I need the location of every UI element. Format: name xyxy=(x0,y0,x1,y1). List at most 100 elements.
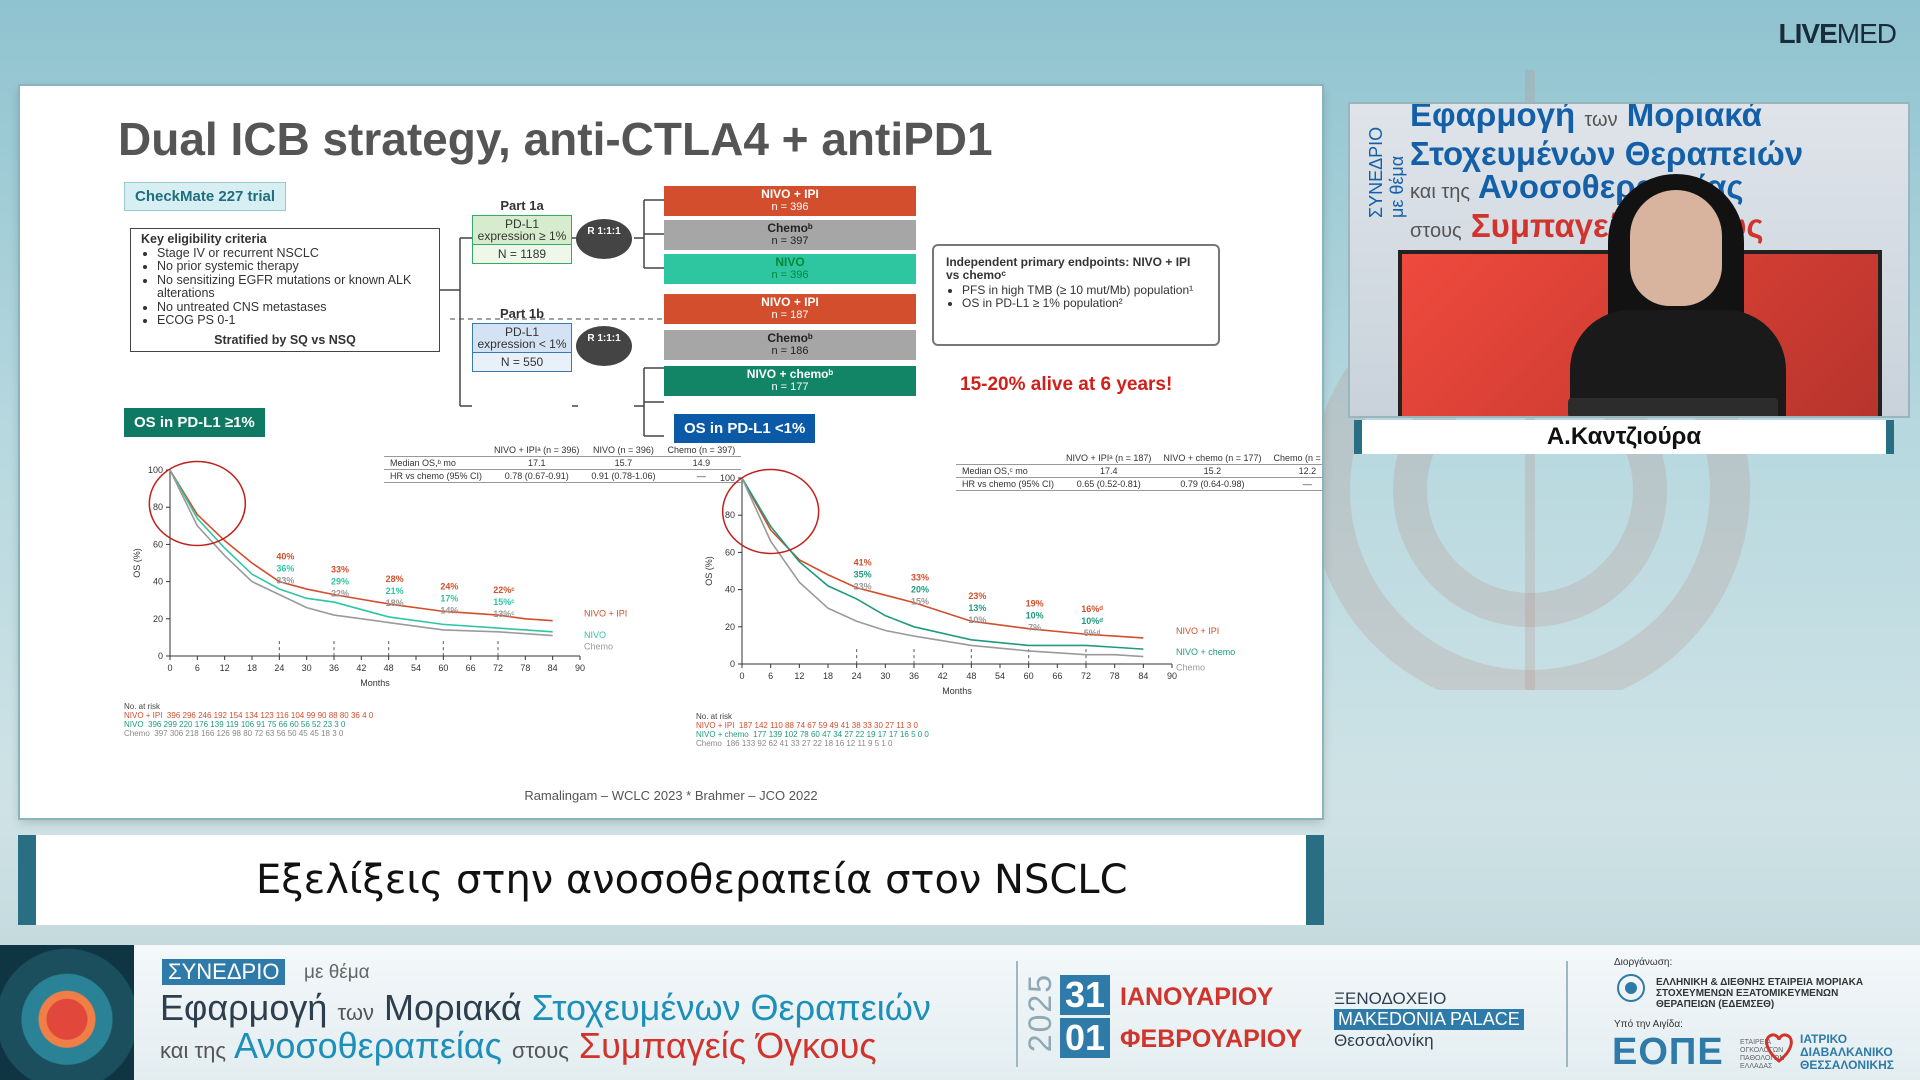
landmark-label: 7% xyxy=(1028,623,1041,633)
table-cell: 0.91 (0.78-1.06) xyxy=(585,469,662,483)
y-tick-label: 40 xyxy=(153,577,163,587)
presentation-slide: Dual ICB strategy, anti-CTLA4 + antiPD1 … xyxy=(20,86,1322,818)
table-cell: 17.4 xyxy=(1060,464,1158,478)
x-tick-label: 12 xyxy=(220,663,230,673)
citation: Ramalingam – WCLC 2023 * Brahmer – JCO 2… xyxy=(524,788,818,803)
x-axis-label: Months xyxy=(360,678,390,688)
risk-row: NIVO + IPI 187 142 110 88 74 67 59 49 41… xyxy=(696,721,918,730)
table-header xyxy=(384,444,489,457)
x-tick-label: 36 xyxy=(329,663,339,673)
x-tick-label: 84 xyxy=(548,663,558,673)
x-tick-label: 90 xyxy=(1167,671,1177,681)
speaker-side-text: ΣΥΝΕΔΡΙΟ με θέμα xyxy=(1366,126,1407,218)
x-tick-label: 30 xyxy=(302,663,312,673)
x-tick-label: 66 xyxy=(1052,671,1062,681)
criteria-item: No sensitizing EGFR mutations or known A… xyxy=(157,273,429,301)
laptop xyxy=(1568,398,1778,416)
series-end-label: NIVO xyxy=(584,630,606,640)
footer-year: 2025 xyxy=(1022,973,1058,1053)
x-tick-label: 90 xyxy=(575,663,585,673)
series-line-chemo xyxy=(741,477,1144,658)
x-tick-label: 42 xyxy=(938,671,948,681)
part-1b-n: N = 550 xyxy=(472,353,572,372)
table-header: NIVO + IPIᵃ (n = 187) xyxy=(1060,452,1158,465)
series-end-label: Chemo xyxy=(584,642,613,652)
criteria-item: No untreated CNS metastases xyxy=(157,300,429,315)
landmark-label: 13% xyxy=(968,603,986,613)
table-cell: 0.65 (0.52-0.81) xyxy=(1060,477,1158,491)
eope-subtitle: ΕΤΑΙΡΕΙΑ ΟΓΚΟΛΟΓΩΝ ΠΑΘΟΛΟΓΩΝ ΕΛΛΑΔΑΣ xyxy=(1740,1039,1785,1070)
footer-syn: ΣΥΝΕΔΡΙΟ xyxy=(162,959,286,985)
footer-hotel-name: MAKEDONIA PALACE xyxy=(1334,1009,1524,1030)
x-tick-label: 60 xyxy=(438,663,448,673)
part-1a-n: N = 1189 xyxy=(472,245,572,264)
table-cell: 17.1 xyxy=(488,456,586,470)
landmark-label: 13%ᶜ xyxy=(493,609,515,619)
org-name: ΕΛΛΗΝΙΚΗ & ΔΙΕΘΝΗΣ ΕΤΑΙΡΕΙΑ ΜΟΡΙΑΚΑ ΣΤΟΧ… xyxy=(1656,977,1864,1010)
os-left-tag: OS in PD-L1 ≥1% xyxy=(124,408,265,437)
table-cell: — xyxy=(661,469,742,483)
table-header: Chemo (n = 186) xyxy=(1267,452,1322,465)
livemed-logo: LIVEMED xyxy=(1778,18,1897,49)
footer-divider xyxy=(1016,961,1018,1067)
risk-row: Chemo 397 306 218 166 126 98 80 72 63 56… xyxy=(124,729,344,738)
series-line-nivo-chemo xyxy=(741,477,1144,650)
part-1a-expression: PD-L1 expression ≥ 1% xyxy=(472,215,572,245)
footer-month1: ΙΑΝΟΥΑΡΙΟΥ xyxy=(1120,983,1274,1011)
x-tick-label: 66 xyxy=(466,663,476,673)
part-1a-label: Part 1a xyxy=(500,198,544,213)
x-tick-label: 72 xyxy=(1081,671,1091,681)
x-tick-label: 78 xyxy=(520,663,530,673)
x-tick-label: 60 xyxy=(1024,671,1034,681)
speaker-face xyxy=(1630,190,1722,306)
org-emblem-icon xyxy=(1617,974,1645,1002)
series-end-label: NIVO + IPI xyxy=(584,609,627,619)
table-cell: 15.7 xyxy=(585,456,662,470)
footer-day2: 01 xyxy=(1060,1018,1110,1058)
x-tick-label: 42 xyxy=(356,663,366,673)
x-tick-label: 12 xyxy=(794,671,804,681)
eligibility-criteria-box: Key eligibility criteria Stage IV or rec… xyxy=(130,228,440,352)
landmark-label: 28% xyxy=(386,574,404,584)
x-tick-label: 18 xyxy=(823,671,833,681)
footer-month2: ΦΕΒΡΟΥΑΡΙΟΥ xyxy=(1120,1025,1303,1053)
x-tick-label: 48 xyxy=(384,663,394,673)
y-tick-label: 0 xyxy=(158,651,163,661)
footer-day1: 31 xyxy=(1060,975,1110,1015)
criteria-item: No prior systemic therapy xyxy=(157,259,429,274)
arm-1b-nivo-chemo: NIVO + chemoᵇ n = 177 xyxy=(664,366,916,396)
right-summary-table: NIVO + IPIᵃ (n = 187) NIVO + chemo (n = … xyxy=(956,452,1322,491)
footer-banner: ΣΥΝΕΔΡΙΟ με θέμα Εφαρμογή των Μοριακά Στ… xyxy=(0,945,1920,1080)
x-tick-label: 24 xyxy=(274,663,284,673)
series-line-chemo xyxy=(169,469,553,637)
randomization-1b: R 1:1:1 xyxy=(576,326,632,366)
speaker-name-plate: Α.Καντζιούρα xyxy=(1354,420,1894,454)
table-cell: Median OS,ᵇ mo xyxy=(384,456,489,470)
landmark-label: 10% xyxy=(968,615,986,625)
endpoint-item: PFS in high TMB (≥ 10 mut/Mb) population… xyxy=(962,284,1206,297)
landmark-label: 19% xyxy=(1026,599,1044,609)
x-tick-label: 6 xyxy=(195,663,200,673)
criteria-item: Stage IV or recurrent NSCLC xyxy=(157,246,429,261)
series-line-nivo xyxy=(169,469,553,633)
x-axis-label: Months xyxy=(942,686,972,696)
os-km-chart-right: 0 20 40 60 80 100 0 6 12 18 24 30 36 42 48 54 60 66 72 78 84… xyxy=(704,468,1235,696)
arm-1a-nivo: NIVO n = 396 xyxy=(664,254,916,284)
arm-1b-nivo-ipi: NIVO + IPI n = 187 xyxy=(664,294,916,324)
y-tick-label: 80 xyxy=(725,510,735,520)
table-header: NIVO + chemo (n = 177) xyxy=(1157,452,1268,465)
right-risk-table: No. at risk NIVO + IPI 187 142 110 88 74… xyxy=(696,712,929,748)
highlight-circle xyxy=(148,460,247,547)
landmark-label: 36% xyxy=(276,564,294,574)
x-tick-label: 48 xyxy=(966,671,976,681)
arm-1a-chemo: Chemoᵇ n = 397 xyxy=(664,220,916,250)
x-tick-label: 18 xyxy=(247,663,257,673)
eope-logo: ΕΟΠΕ xyxy=(1612,1031,1724,1073)
series-end-label: NIVO + chemo xyxy=(1176,647,1235,657)
risk-row: Chemo 186 133 92 62 41 33 27 22 18 16 12… xyxy=(696,739,893,748)
x-tick-label: 36 xyxy=(909,671,919,681)
footer-divider xyxy=(1566,961,1568,1067)
randomization-1a: R 1:1:1 xyxy=(576,219,632,259)
table-cell: 0.78 (0.67-0.91) xyxy=(488,469,586,483)
table-cell: — xyxy=(1267,477,1322,491)
